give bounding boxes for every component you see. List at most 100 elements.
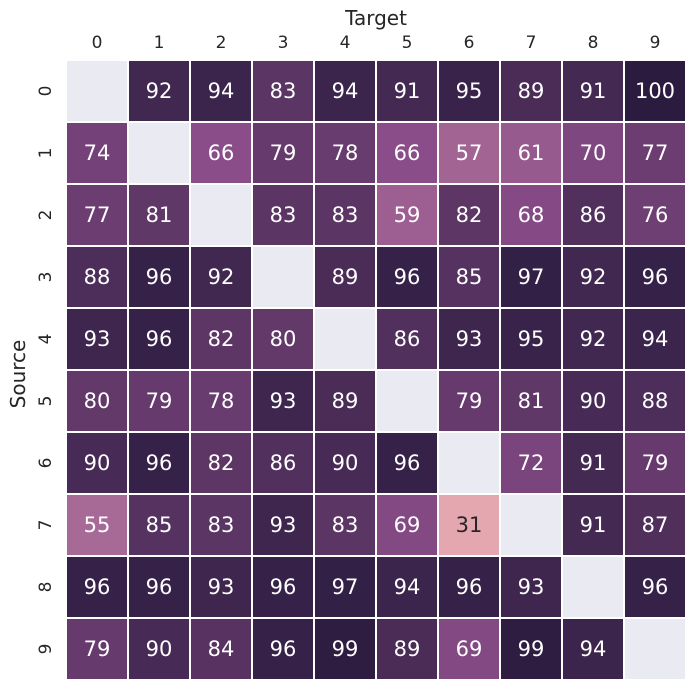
cell-value-label: 90 <box>146 637 173 661</box>
cell-value-label: 94 <box>208 79 235 103</box>
heatmap-cell <box>127 245 191 309</box>
cell-value-label: 66 <box>208 141 235 165</box>
cell-value-label: 97 <box>332 575 359 599</box>
cell-value-label: 89 <box>518 79 545 103</box>
cell-value-label: 93 <box>270 513 297 537</box>
cell-value-label: 79 <box>146 389 173 413</box>
cell-value-label: 88 <box>642 389 669 413</box>
cell-value-label: 78 <box>208 389 235 413</box>
cell-value-label: 93 <box>84 327 111 351</box>
cell-value-label: 96 <box>146 265 173 289</box>
heatmap-cell <box>313 307 377 371</box>
heatmap-cell <box>251 555 315 619</box>
y-tick-label: 5 <box>36 396 56 407</box>
heatmap-cells: 92 94 83 94 91 95 89 91 100 74 66 79 78 66 57 61 70 77 77 8… <box>65 59 687 681</box>
x-tick-labels: 0 1 2 3 4 5 6 7 8 9 <box>92 33 661 53</box>
cell-value-label: 91 <box>580 451 607 475</box>
cell-value-label: 83 <box>332 513 359 537</box>
cell-value-label: 92 <box>208 265 235 289</box>
cell-value-label: 72 <box>518 451 545 475</box>
heatmap-cell <box>65 183 129 247</box>
y-tick-label: 6 <box>36 458 56 469</box>
y-tick-label: 0 <box>36 86 56 97</box>
heatmap-cell <box>499 617 563 681</box>
cell-value-label: 83 <box>332 203 359 227</box>
heatmap-cell <box>375 121 439 185</box>
heatmap-cell <box>313 617 377 681</box>
heatmap-cell <box>65 307 129 371</box>
cell-value-label: 100 <box>635 79 675 103</box>
heatmap-cell <box>437 59 501 123</box>
heatmap-cell <box>623 555 687 619</box>
heatmap-cell <box>189 183 253 247</box>
heatmap-cell <box>313 493 377 557</box>
heatmap-cell <box>65 555 129 619</box>
cell-value-label: 93 <box>456 327 483 351</box>
heatmap-cell <box>189 59 253 123</box>
cell-value-label: 69 <box>456 637 483 661</box>
cell-value-label: 61 <box>518 141 545 165</box>
cell-value-label: 82 <box>208 451 235 475</box>
heatmap-cell <box>623 617 687 681</box>
heatmap-cell <box>313 431 377 495</box>
cell-value-label: 96 <box>394 451 421 475</box>
heatmap-cell <box>499 431 563 495</box>
x-tick-label: 5 <box>402 33 413 53</box>
heatmap-cell <box>251 617 315 681</box>
cell-value-label: 96 <box>270 637 297 661</box>
cell-value-label: 79 <box>642 451 669 475</box>
y-tick-label: 4 <box>36 334 56 345</box>
x-tick-label: 9 <box>650 33 661 53</box>
cell-value-label: 82 <box>208 327 235 351</box>
cell-value-label: 88 <box>84 265 111 289</box>
cell-value-label: 89 <box>394 637 421 661</box>
cell-value-label: 97 <box>518 265 545 289</box>
y-tick-label: 1 <box>36 148 56 159</box>
heatmap-cell <box>375 617 439 681</box>
cell-value-label: 93 <box>518 575 545 599</box>
y-tick-label: 8 <box>36 582 56 593</box>
heatmap-cell <box>375 555 439 619</box>
cell-value-label: 99 <box>332 637 359 661</box>
heatmap-cell <box>313 183 377 247</box>
heatmap-cell <box>251 121 315 185</box>
heatmap-cell <box>623 307 687 371</box>
heatmap-cell <box>623 369 687 433</box>
x-tick-label: 2 <box>216 33 227 53</box>
cell-value-label: 31 <box>456 513 483 537</box>
cell-value-label: 81 <box>146 203 173 227</box>
cell-value-label: 74 <box>84 141 111 165</box>
cell-value-label: 59 <box>394 203 421 227</box>
heatmap-cell <box>561 59 625 123</box>
x-tick-label: 8 <box>588 33 599 53</box>
heatmap-cell <box>127 183 191 247</box>
cell-value-label: 70 <box>580 141 607 165</box>
heatmap-cell <box>251 493 315 557</box>
heatmap-cell <box>313 555 377 619</box>
heatmap-cell <box>561 555 625 619</box>
cell-value-label: 80 <box>270 327 297 351</box>
heatmap-cell <box>499 121 563 185</box>
cell-value-label: 96 <box>84 575 111 599</box>
heatmap-cell <box>437 431 501 495</box>
cell-value-label: 85 <box>146 513 173 537</box>
cell-value-label: 91 <box>394 79 421 103</box>
cell-value-label: 91 <box>580 513 607 537</box>
cell-value-label: 92 <box>146 79 173 103</box>
heatmap-cell <box>375 493 439 557</box>
x-tick-label: 1 <box>154 33 165 53</box>
heatmap-cell <box>127 369 191 433</box>
y-tick-label: 2 <box>36 210 56 221</box>
cell-value-label: 85 <box>456 265 483 289</box>
cell-value-label: 96 <box>270 575 297 599</box>
heatmap-cell <box>189 493 253 557</box>
cell-value-label: 96 <box>394 265 421 289</box>
cell-value-label: 94 <box>394 575 421 599</box>
cell-value-label: 68 <box>518 203 545 227</box>
cell-value-label: 81 <box>518 389 545 413</box>
cell-value-label: 94 <box>332 79 359 103</box>
cell-value-label: 86 <box>394 327 421 351</box>
heatmap-cell <box>561 121 625 185</box>
